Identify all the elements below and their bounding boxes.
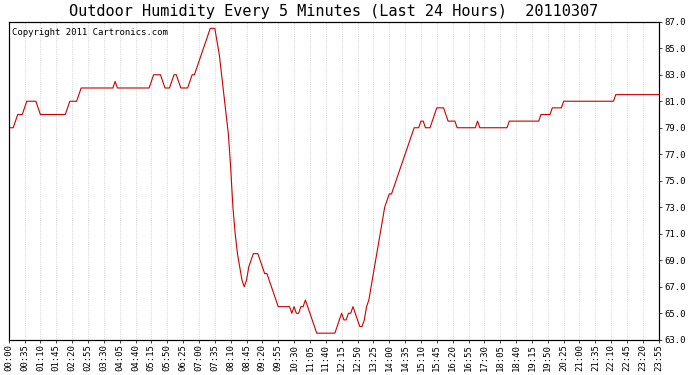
Text: Copyright 2011 Cartronics.com: Copyright 2011 Cartronics.com: [12, 28, 168, 37]
Title: Outdoor Humidity Every 5 Minutes (Last 24 Hours)  20110307: Outdoor Humidity Every 5 Minutes (Last 2…: [69, 4, 598, 19]
